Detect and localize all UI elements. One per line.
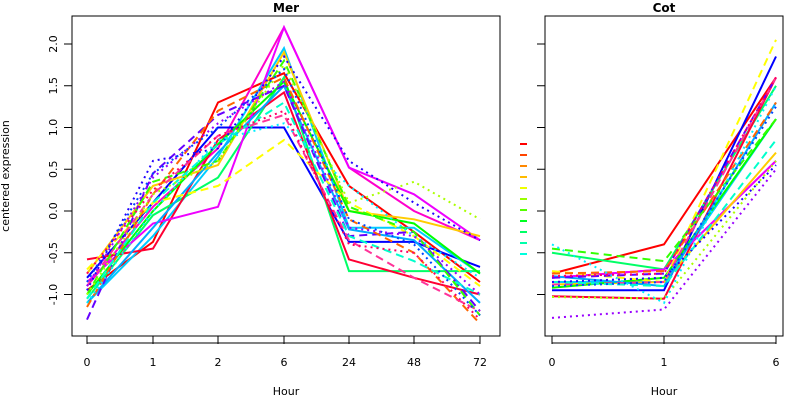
series-line-s5 xyxy=(86,75,480,300)
series-line-s3 xyxy=(86,126,481,279)
chart-title-mer: Mer xyxy=(273,1,299,15)
x-tick-label: 0 xyxy=(549,356,556,369)
plot-frame-mer xyxy=(71,15,501,337)
x-tick-label: 2 xyxy=(215,356,222,369)
series-line-s14 xyxy=(551,76,777,286)
x-tick-label: 1 xyxy=(661,356,668,369)
series-line-s4 xyxy=(86,45,481,304)
x-tick-label: 48 xyxy=(407,356,421,369)
series-lines-cot xyxy=(551,39,777,319)
series-line-s7 xyxy=(86,24,481,283)
panel-cot: Cot 0 1 6 Hour xyxy=(537,1,784,398)
series-line-s17 xyxy=(551,164,777,283)
series-line-s17 xyxy=(86,54,481,291)
series-line-s11 xyxy=(551,39,777,284)
y-tick-label: 1.5 xyxy=(47,77,60,95)
y-tick-label: 1.0 xyxy=(47,119,60,137)
series-line-s20 xyxy=(551,106,777,288)
panel-mer: Mer -1.0 -0.5 0.0 0.5 1.0 1.5 2.0 0 1 2 6 24 48 72 H… xyxy=(0,1,501,398)
series-line-s16 xyxy=(86,58,481,317)
series-line-s1 xyxy=(551,76,777,275)
x-axis-label-mer: Hour xyxy=(273,385,300,398)
x-tick-label: 6 xyxy=(773,356,780,369)
series-line-s10 xyxy=(551,101,777,288)
series-line-s5 xyxy=(551,85,777,271)
y-tick-label: -1.0 xyxy=(47,284,60,305)
x-axis-cot: 0 1 6 xyxy=(549,336,780,369)
series-line-s20 xyxy=(86,67,481,317)
series-line-s3 xyxy=(552,56,777,292)
x-tick-label: 1 xyxy=(150,356,157,369)
y-axis-cot xyxy=(537,43,545,295)
y-axis-mer: -1.0 -0.5 0.0 0.5 1.0 1.5 2.0 xyxy=(47,35,72,305)
series-line-s12 xyxy=(86,84,481,321)
series-line-s21 xyxy=(86,109,481,321)
legend-swatches xyxy=(520,143,527,255)
series-line-s12 xyxy=(551,76,777,279)
x-tick-label: 24 xyxy=(342,356,356,369)
series-line-s14 xyxy=(86,113,481,313)
series-line-s19 xyxy=(551,85,777,305)
y-axis-label: centered expression xyxy=(0,120,12,232)
series-line-s1 xyxy=(86,71,481,292)
series-line-s13 xyxy=(86,76,481,325)
series-line-s15 xyxy=(86,101,481,300)
y-tick-label: -0.5 xyxy=(47,242,60,263)
x-axis-label-cot: Hour xyxy=(651,385,678,398)
series-line-s2 xyxy=(551,160,777,279)
series-line-s18 xyxy=(551,160,777,300)
y-tick-label: 0.5 xyxy=(47,161,60,179)
series-line-s22 xyxy=(551,168,777,319)
x-tick-label: 0 xyxy=(84,356,91,369)
series-line-s19 xyxy=(86,122,481,304)
series-line-s22 xyxy=(86,80,481,296)
x-tick-label: 6 xyxy=(281,356,288,369)
x-tick-label: 72 xyxy=(473,356,487,369)
series-line-s11 xyxy=(86,138,481,287)
series-line-s8 xyxy=(86,50,481,275)
series-line-s7 xyxy=(551,160,777,279)
chart-title-cot: Cot xyxy=(653,1,676,15)
x-axis-mer: 0 1 2 6 24 48 72 xyxy=(84,336,487,369)
y-tick-label: 0.0 xyxy=(47,202,60,220)
series-line-s15 xyxy=(551,139,777,288)
series-line-s21 xyxy=(551,76,777,278)
y-tick-label: 2.0 xyxy=(47,35,60,53)
series-lines-mer xyxy=(86,24,481,325)
